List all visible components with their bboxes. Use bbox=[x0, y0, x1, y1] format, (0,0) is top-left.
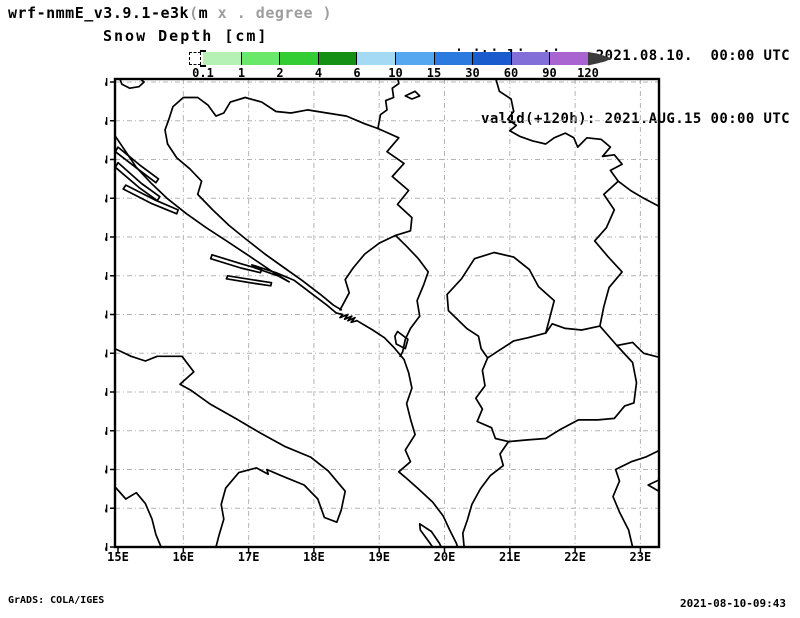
x-tick-label: 23E bbox=[630, 550, 652, 561]
coastline-border-mk-bg-east bbox=[616, 341, 659, 359]
colorbar-segment bbox=[356, 52, 395, 65]
coastline-border-al-gr bbox=[461, 440, 510, 547]
y-tick-label: 44.5N bbox=[105, 154, 108, 167]
coastline-border-me-ba bbox=[339, 234, 397, 311]
y-tick-label: 40.5N bbox=[105, 464, 108, 477]
colorbar-overflow-arrow-icon bbox=[588, 52, 612, 66]
map-frame bbox=[113, 77, 661, 549]
model-title-text: wrf-nmmE_v3.9.1-e3k bbox=[8, 4, 190, 22]
coastline-coast-dalmatia bbox=[115, 135, 337, 314]
coastline-kotor-bay bbox=[335, 312, 358, 324]
colorbar-tick-label: 120 bbox=[577, 66, 599, 80]
coastline-border-rs-bg bbox=[593, 180, 623, 327]
coastline-kvarner-hook bbox=[119, 79, 145, 90]
y-tick-label: 42N bbox=[105, 347, 108, 360]
y-tick-label: 44N bbox=[105, 192, 108, 205]
colorbar-segment bbox=[549, 52, 588, 65]
colorbar-segment bbox=[203, 52, 241, 65]
colorbar-tick-label: 15 bbox=[426, 66, 442, 80]
y-tick-label: 40N bbox=[105, 502, 108, 515]
units-overlay-text: x . degree ) bbox=[208, 4, 333, 22]
coastline-italy-west bbox=[115, 485, 162, 547]
x-tick-label: 15E bbox=[107, 550, 129, 561]
x-tick-label: 22E bbox=[564, 550, 586, 561]
colorbar-tick-label: 10 bbox=[388, 66, 403, 80]
y-tick-label: 45N bbox=[105, 115, 108, 128]
y-tick-label: 41N bbox=[105, 425, 108, 438]
coastline-border-hr-rs bbox=[377, 79, 400, 130]
coastline-chalkidiki bbox=[612, 449, 659, 547]
colorbar-segment bbox=[510, 52, 550, 65]
map-panel: 15E 16E 17E 18E 19E 20E 21E 22E 23E 45.5N 45N 44.5N… bbox=[105, 76, 661, 561]
coastline-italy-adriatic bbox=[115, 347, 347, 547]
colorbar-segment bbox=[433, 52, 473, 65]
coastline-danube-notch bbox=[404, 90, 421, 100]
colorbar-tick-label: 4 bbox=[314, 66, 323, 80]
y-tick-label: 45.5N bbox=[105, 76, 108, 89]
colorbar-tick-label: 60 bbox=[503, 66, 519, 80]
coastline-border-hr-ba-sw bbox=[166, 143, 343, 311]
y-tick-label: 43N bbox=[105, 270, 108, 283]
coastline-danube-east bbox=[617, 180, 659, 208]
coastline-macedonia bbox=[474, 322, 638, 443]
colorbar bbox=[203, 52, 588, 65]
colorbar-tick-label: 90 bbox=[542, 66, 557, 80]
y-tick-label: 43.5N bbox=[105, 231, 108, 244]
coastline-layer bbox=[115, 79, 659, 547]
x-tick-label: 19E bbox=[368, 550, 390, 561]
x-tick-label: 17E bbox=[238, 550, 260, 561]
colorbar-segment bbox=[317, 52, 357, 65]
y-tick-label: 42.5N bbox=[105, 309, 108, 322]
coastline-island-kornati bbox=[122, 184, 179, 215]
grads-credit: GrADS: COLA/IGES bbox=[8, 595, 105, 606]
colorbar-segment bbox=[240, 52, 280, 65]
x-tick-label: 20E bbox=[434, 550, 456, 561]
colorbar-tick-label: 6 bbox=[353, 66, 361, 80]
coastline-island-hvar bbox=[209, 253, 263, 274]
colorbar-segment bbox=[279, 52, 318, 65]
field-title: Snow Depth [cm] bbox=[103, 27, 269, 45]
y-tick-label: 39.5N bbox=[105, 541, 108, 554]
coastline-corfu bbox=[418, 522, 443, 547]
colorbar-tick-label: 2 bbox=[276, 66, 284, 80]
coastline-lake-scutari bbox=[394, 330, 409, 350]
colorbar-segment bbox=[472, 52, 511, 65]
coastline-kassandra bbox=[647, 478, 659, 493]
y-tick-label: 41.5N bbox=[105, 386, 108, 399]
coastline-kosovo bbox=[446, 251, 556, 359]
coastline-border-drina-me bbox=[377, 127, 430, 358]
colorbar-tick-label: 0.1 bbox=[192, 66, 214, 80]
colorbar-tick-label: 30 bbox=[465, 66, 480, 80]
colorbar-below-min-box bbox=[189, 52, 201, 65]
model-title-text-2: m bbox=[198, 4, 209, 22]
colorbar-tick-label: 1 bbox=[237, 66, 246, 80]
coastline-border-hr-ba-north bbox=[164, 96, 379, 145]
x-tick-label: 16E bbox=[172, 550, 194, 561]
coastline-coast-albania bbox=[356, 319, 459, 547]
creation-timestamp: 2021-08-10-09:43 bbox=[680, 597, 786, 610]
coastline-island-korcula bbox=[225, 274, 273, 287]
coastline-island-dugi bbox=[115, 161, 161, 202]
colorbar-segment bbox=[394, 52, 434, 65]
model-title: wrf-nmmE_v3.9.1-e3k(m x . degree ) bbox=[8, 4, 332, 22]
coastline-border-rs-ro-danube bbox=[495, 79, 623, 183]
x-tick-label: 21E bbox=[499, 550, 521, 561]
colorbar-tick-labels: 0.1 1 2 4 6 10 15 30 60 90 120 bbox=[192, 66, 623, 80]
x-tick-label: 18E bbox=[303, 550, 325, 561]
arrow-right-icon bbox=[588, 52, 612, 66]
units-overlay-open-paren: ( bbox=[189, 4, 199, 22]
